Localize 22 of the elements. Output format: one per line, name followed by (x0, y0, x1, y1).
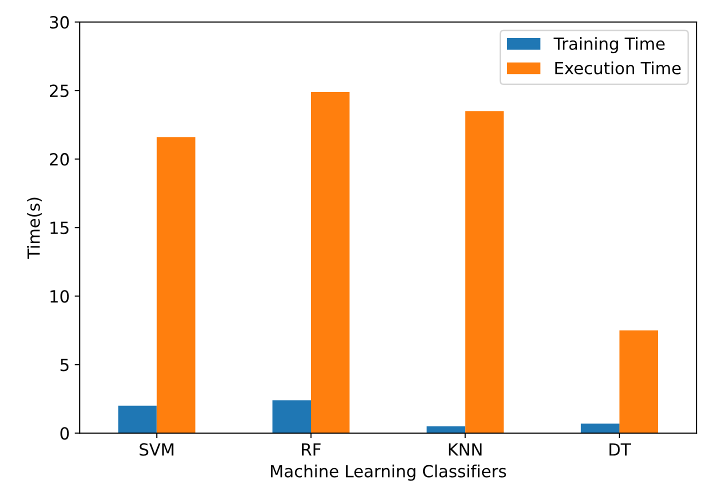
bar (156, 137, 196, 434)
y-tick-label: 20 (50, 153, 69, 166)
y-axis-title: Time(s) (27, 198, 42, 259)
legend-label: Training Time (554, 37, 665, 54)
x-tick-label: SVM (140, 443, 174, 456)
x-tick-label: DT (610, 443, 631, 456)
y-tick-label: 10 (50, 290, 69, 303)
bar (272, 400, 311, 434)
y-tick-label: 25 (50, 84, 68, 98)
x-tick-label: RF (302, 443, 321, 456)
legend-label: Execution Time (555, 62, 681, 74)
x-tick-label: KNN (448, 443, 482, 456)
y-tick-label: 30 (50, 16, 69, 29)
y-tick-label: 15 (50, 222, 68, 234)
bar (465, 111, 504, 434)
x-axis-title: Machine Learning Classifiers (270, 464, 506, 481)
bar (619, 330, 658, 434)
bar (580, 424, 620, 434)
bar (118, 406, 157, 434)
bar (310, 92, 350, 434)
y-tick-label: 0 (60, 427, 69, 440)
y-tick-label: 5 (60, 358, 68, 372)
